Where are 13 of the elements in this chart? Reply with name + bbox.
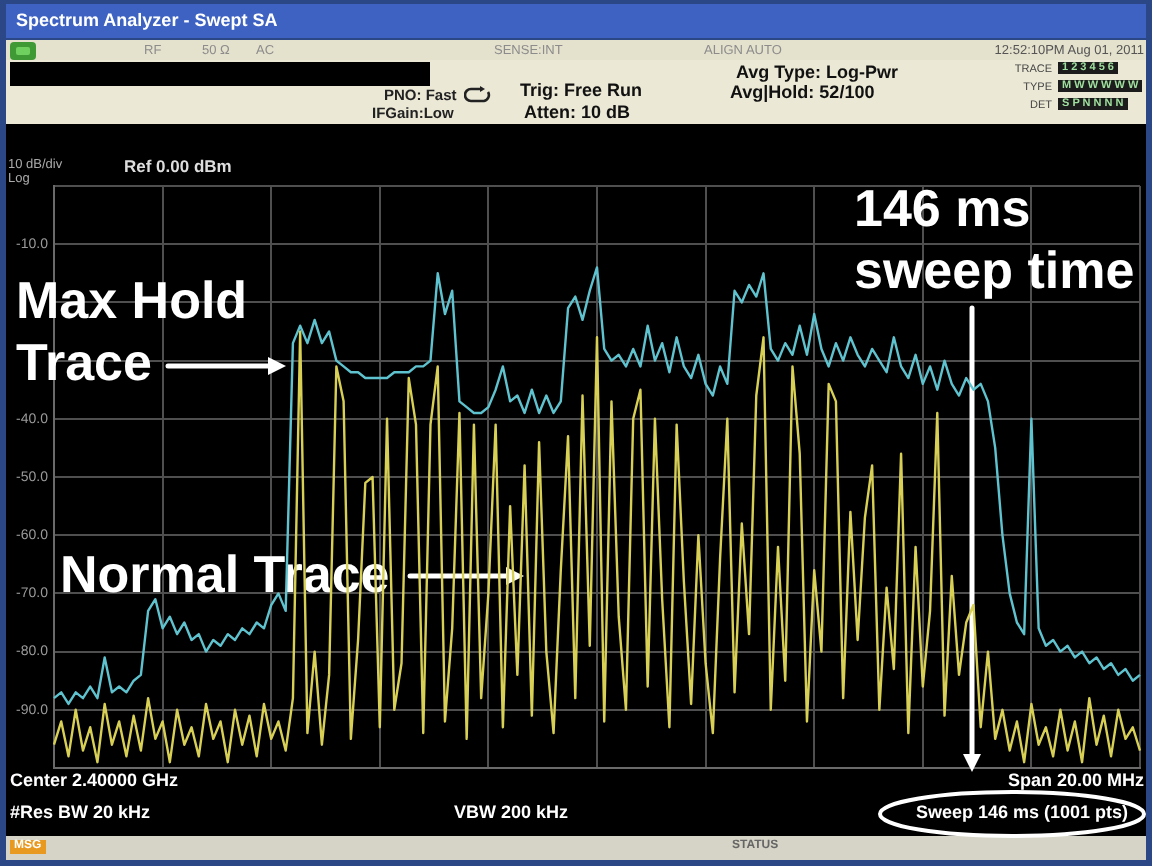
- text: Ref 0.00 dBm: [124, 156, 232, 178]
- series-label: Max Hold Trace: [16, 270, 248, 392]
- text: #Res BW 20 kHz: [10, 802, 151, 823]
- text: Sweep 146 ms (1001 pts): [915, 802, 1128, 823]
- text: Avg|Hold: 52/100: [730, 82, 875, 103]
- text: VBW 200 kHz: [454, 802, 569, 823]
- annotation: 146 ms sweep time: [854, 178, 1137, 302]
- text: Avg Type: Log-Pwr: [736, 62, 898, 83]
- text: Trig: Free Run: [520, 80, 643, 101]
- text: Center 2.40000 GHz: [10, 770, 179, 791]
- text: Span 20.00 MHz: [1007, 770, 1144, 791]
- text: Atten: 10 dB: [524, 102, 631, 123]
- chart-title: Spectrum Analyzer - Swept SA: [16, 10, 278, 31]
